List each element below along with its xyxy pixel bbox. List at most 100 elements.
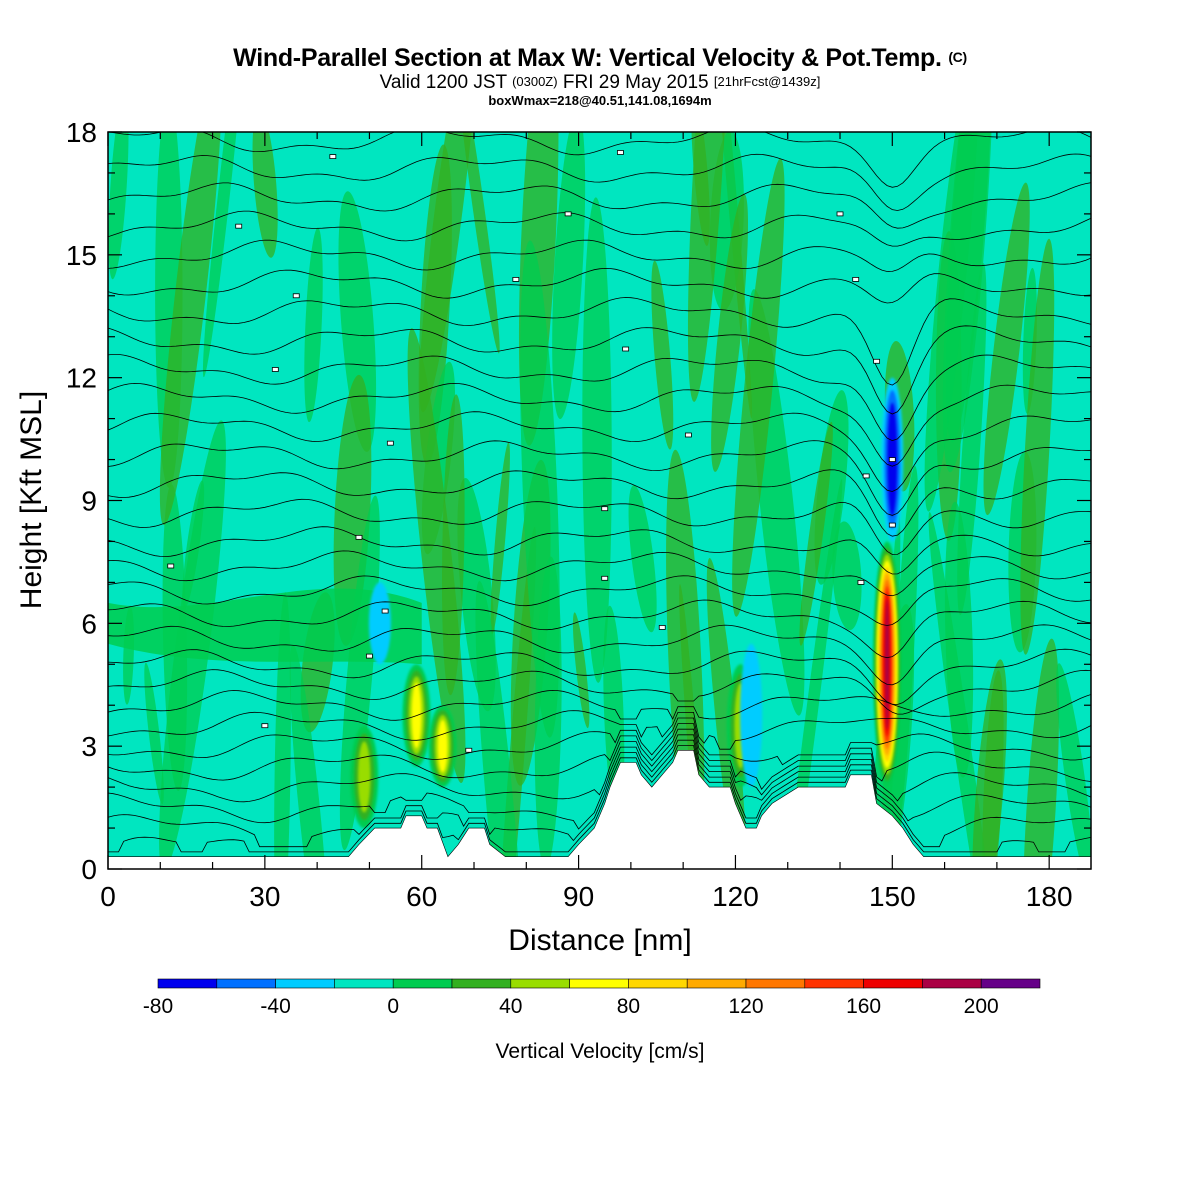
colorbar-tick-label: 80	[617, 995, 640, 1018]
isentrope-line	[108, 745, 1091, 853]
isentrope-line	[108, 648, 1091, 705]
terrain-mask	[108, 750, 1091, 869]
isentrope-line	[108, 575, 1091, 626]
colorbar-tick-label: 0	[387, 995, 399, 1018]
contour-label-marker	[873, 358, 881, 364]
updraft-core	[437, 719, 448, 773]
colorbar-swatch	[628, 978, 688, 989]
isentrope-line	[108, 132, 1091, 188]
isentrope-line	[108, 325, 1091, 415]
isentrope-line	[108, 182, 1091, 229]
colorbar-tick-label: -40	[260, 995, 290, 1018]
updraft-streak	[520, 240, 560, 738]
contour-label-marker	[271, 367, 279, 372]
contour-label-marker	[888, 457, 896, 462]
updraft-streak	[552, 132, 586, 419]
updraft-streak	[252, 132, 278, 258]
x-tick-label: 60	[406, 881, 437, 912]
isentrope-line	[108, 354, 1091, 442]
downdraft-core	[368, 582, 391, 665]
contour-value-markers	[167, 150, 896, 753]
x-tick-label: 150	[869, 881, 916, 912]
colorbar-swatch	[569, 978, 629, 989]
updraft-streak	[924, 132, 980, 512]
contour-label-marker	[617, 150, 624, 155]
isentrope-line	[108, 411, 1091, 492]
contour-label-marker	[381, 608, 389, 614]
plot-area	[108, 132, 1091, 869]
contour-label-marker	[622, 346, 630, 352]
isentrope-line	[108, 526, 1091, 575]
updraft-streak	[338, 191, 377, 452]
isentrope-line	[108, 739, 1091, 848]
colorbar: -80 -40 0 40 80 120 160 200	[143, 978, 1041, 1018]
colorbar-swatch	[510, 978, 570, 989]
y-tick-label: 3	[81, 731, 97, 762]
updraft-streak	[1020, 238, 1055, 655]
colorbar-tick-label: 40	[499, 995, 522, 1018]
contour-label-marker	[862, 473, 870, 479]
contour-label-marker	[292, 293, 300, 299]
contour-label-marker	[465, 747, 473, 753]
subtitle-utc: (0300Z)	[512, 74, 558, 89]
subtitle-date: FRI 29 May 2015	[562, 72, 709, 93]
isentrope-line	[108, 734, 1091, 830]
contour-label-marker	[601, 575, 609, 581]
contour-label-marker	[386, 440, 394, 446]
colorbar-tick-label: -80	[143, 995, 173, 1018]
isentrope-line	[108, 624, 1091, 686]
colorbar-swatch	[157, 978, 218, 989]
x-tick-label: 180	[1026, 881, 1073, 912]
updraft-streak	[983, 182, 1030, 516]
updraft-streak	[814, 390, 849, 585]
chart-title-mark: (C)	[948, 49, 967, 65]
updraft-core	[357, 741, 371, 813]
updraft-streak	[496, 526, 537, 869]
contour-label-marker	[261, 723, 269, 729]
isentrope-line	[108, 498, 1091, 555]
x-tick-label: 120	[712, 881, 759, 912]
isentrope-line	[108, 723, 1091, 790]
colorbar-swatch	[275, 978, 335, 989]
potential-temperature-contours	[108, 132, 1091, 853]
contour-label-marker	[836, 211, 844, 217]
x-tick-label: 0	[100, 881, 116, 912]
isentrope-line	[108, 717, 1091, 766]
chart-title-text: Wind-Parallel Section at Max W: Vertical…	[233, 44, 942, 72]
colorbar-swatch	[216, 978, 276, 989]
updraft-streak	[732, 158, 785, 617]
contour-label-marker	[857, 579, 865, 585]
isentrope-line	[108, 382, 1091, 467]
isentrope-line	[108, 297, 1091, 386]
isentrope-line	[108, 469, 1091, 537]
updraft-streak	[628, 485, 657, 633]
updraft-streak	[1022, 638, 1060, 869]
contour-label-marker	[167, 563, 175, 569]
y-tick-label: 9	[81, 486, 97, 517]
updraft-streak	[289, 644, 329, 869]
updraft-streak	[144, 662, 164, 805]
colorbar-swatch	[804, 978, 864, 989]
isentrope-line	[108, 153, 1091, 211]
updraft-streak	[687, 132, 730, 402]
contour-label-marker	[658, 625, 666, 630]
x-axis: 0 30 60 90 120 150 180	[100, 132, 1073, 912]
isentrope-line	[108, 239, 1091, 272]
x-tick-label: 90	[563, 881, 594, 912]
colorbar-swatch	[745, 978, 806, 989]
updraft-streak	[456, 132, 500, 354]
contour-label-marker	[852, 276, 860, 282]
y-axis-label: Height [Kft MSL]	[15, 391, 48, 609]
subtitle-forecast: [21hrFcst@1439z]	[713, 74, 821, 89]
updraft-streak	[1056, 663, 1091, 869]
isentrope-line	[108, 550, 1091, 597]
colorbar-swatch	[686, 978, 747, 989]
contour-label-marker	[235, 223, 243, 229]
isentrope-line	[108, 267, 1091, 304]
chart-title: Wind-Parallel Section at Max W: Vertical…	[0, 44, 1200, 73]
contour-label-marker	[564, 211, 572, 217]
updraft-streak	[475, 581, 526, 869]
updraft-core	[884, 598, 890, 730]
updraft-streak	[799, 421, 833, 646]
updraft-streak	[339, 495, 380, 851]
